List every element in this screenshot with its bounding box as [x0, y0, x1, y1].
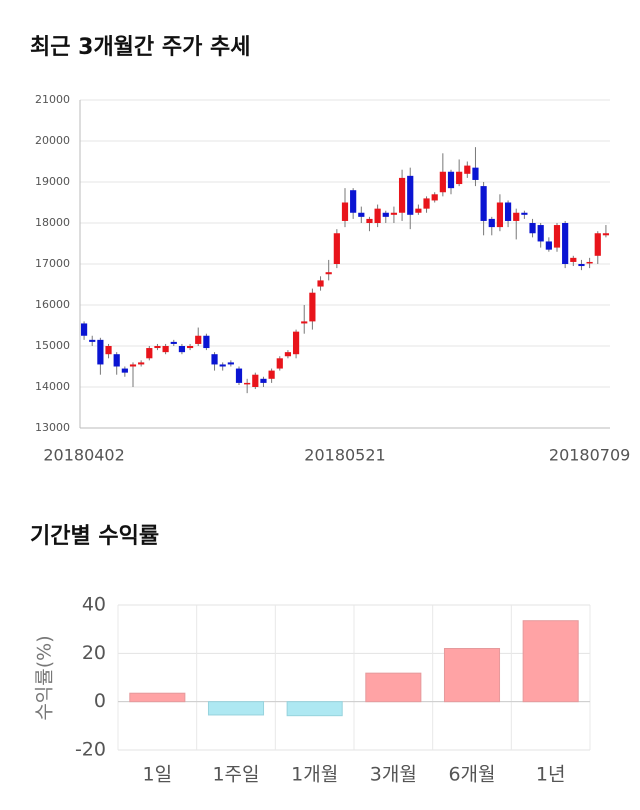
candle-body	[358, 212, 365, 217]
candle-body	[170, 341, 177, 344]
candle-body	[333, 233, 340, 264]
x-tick-label: 1주일	[212, 764, 259, 786]
candle-body	[227, 362, 234, 365]
candle-body	[113, 354, 120, 367]
candle-body	[553, 225, 561, 248]
y-tick-label: 15000	[35, 339, 70, 352]
candle-body	[317, 280, 324, 287]
candle-body	[146, 348, 153, 359]
candle-body	[504, 202, 512, 221]
candle-body	[398, 177, 406, 213]
candle-body	[602, 233, 610, 236]
candle-body	[423, 198, 430, 209]
candle-body	[325, 272, 332, 275]
candle-body	[162, 346, 169, 353]
y-tick-label: 0	[94, 690, 106, 712]
candle-body	[594, 233, 601, 256]
x-tick-label: 1개월	[291, 764, 338, 786]
y-axis-label: 수익률(%)	[34, 635, 56, 720]
candle-body	[407, 175, 414, 215]
candle-body	[129, 364, 137, 367]
chart-title: 기간별 수익률	[30, 524, 159, 549]
y-tick-label: 20	[82, 642, 106, 664]
candle-body	[276, 358, 283, 369]
y-tick-label: 14000	[35, 380, 70, 393]
candle-body	[431, 194, 438, 201]
candle-body	[292, 331, 300, 355]
candle-body	[178, 346, 186, 353]
candle-body	[219, 364, 226, 367]
y-tick-label: -20	[75, 739, 106, 761]
candle-body	[154, 346, 161, 349]
candle-body	[374, 208, 381, 223]
candle-body	[350, 190, 357, 213]
candle-body	[456, 171, 463, 185]
candle-body	[301, 321, 308, 324]
candle-body	[496, 202, 504, 228]
x-tick-label: 20180521	[304, 446, 385, 465]
candle-body	[537, 225, 544, 242]
candle-body	[562, 223, 569, 264]
candle-body	[529, 223, 536, 234]
candle-body	[252, 374, 259, 387]
x-tick-label: 20180709	[549, 446, 630, 465]
y-tick-label: 19000	[35, 175, 70, 188]
candle-body	[260, 378, 267, 383]
bar	[522, 620, 579, 703]
y-tick-label: 16000	[35, 298, 70, 311]
candle-body	[105, 346, 112, 355]
candle-body	[545, 241, 552, 250]
candle-body	[480, 186, 487, 221]
candle-body	[488, 218, 495, 228]
candle-body	[578, 264, 585, 267]
candle-body	[521, 212, 528, 215]
bar	[286, 701, 343, 717]
candle-body	[439, 171, 446, 193]
x-tick-label: 1년	[536, 764, 566, 786]
candle-body	[464, 165, 471, 174]
y-tick-label: 21000	[35, 93, 70, 106]
bar	[365, 672, 422, 703]
candle-body	[244, 382, 251, 385]
candle-body	[390, 212, 398, 215]
bar	[443, 648, 501, 703]
candle-body	[268, 370, 275, 379]
y-tick-label: 20000	[35, 134, 70, 147]
candle-body	[121, 368, 128, 373]
candle-body	[415, 208, 422, 213]
y-tick-label: 17000	[35, 257, 70, 270]
y-tick-label: 40	[82, 594, 106, 616]
candle-body	[513, 212, 520, 221]
candle-body	[89, 339, 96, 342]
candle-body	[586, 261, 593, 264]
y-tick-label: 18000	[35, 216, 70, 229]
candle-body	[80, 323, 88, 336]
candle-body	[235, 368, 243, 383]
candle-body	[97, 339, 104, 365]
candle-body	[186, 346, 194, 349]
y-tick-label: 13000	[35, 421, 70, 434]
chart-title: 최근 3개월간 주가 추세	[30, 35, 250, 60]
candle-body	[570, 257, 577, 262]
candle-body	[211, 354, 218, 365]
candle-body	[138, 362, 145, 365]
candle-body	[309, 292, 316, 322]
candle-body	[284, 352, 292, 357]
candle-body	[195, 335, 202, 344]
x-tick-label: 6개월	[448, 764, 495, 786]
candle-body	[472, 167, 479, 180]
x-tick-label: 1일	[143, 764, 173, 786]
candle-body	[366, 218, 373, 223]
bar	[207, 701, 265, 716]
candle-body	[341, 202, 349, 221]
x-tick-label: 3개월	[370, 764, 417, 786]
candle-body	[203, 335, 210, 349]
candle-body	[447, 171, 455, 189]
bar	[129, 692, 186, 703]
x-tick-label: 20180402	[43, 446, 124, 465]
candle-body	[382, 212, 389, 217]
